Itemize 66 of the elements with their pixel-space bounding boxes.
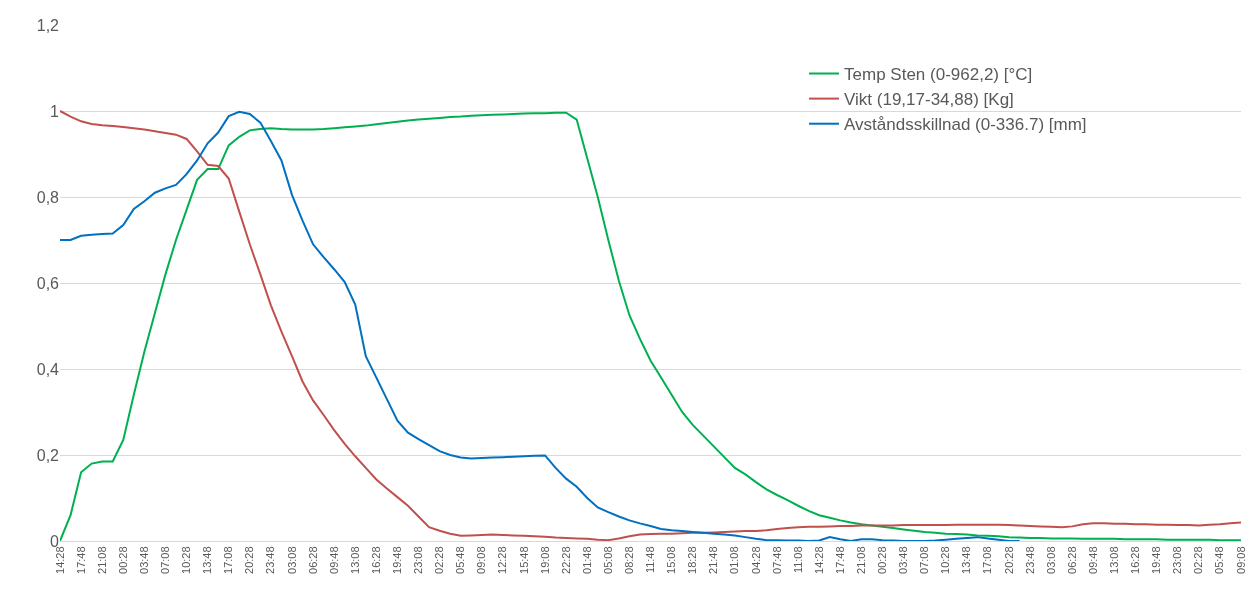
legend-label: Avståndsskillnad (0-336.7) [mm] bbox=[844, 115, 1087, 135]
x-tick-label: 09:08 bbox=[475, 546, 488, 574]
x-tick-label: 08:28 bbox=[622, 546, 635, 574]
x-tick-label: 16:28 bbox=[369, 546, 382, 574]
x-tick-label: 19:48 bbox=[1150, 546, 1163, 574]
x-tick-label: 19:08 bbox=[538, 546, 551, 574]
x-tick-label: 13:08 bbox=[348, 546, 361, 574]
x-tick-label: 03:08 bbox=[1044, 546, 1057, 574]
x-tick-label: 07:08 bbox=[159, 546, 172, 574]
x-tick-label: 13:48 bbox=[201, 546, 214, 574]
x-tick-label: 00:28 bbox=[116, 546, 129, 574]
x-tick-label: 19:48 bbox=[391, 546, 404, 574]
legend-label: Vikt (19,17-34,88) [Kg] bbox=[844, 90, 1014, 110]
x-tick-label: 07:48 bbox=[770, 546, 783, 574]
x-tick-label: 21:48 bbox=[707, 546, 720, 574]
x-tick-label: 14:28 bbox=[812, 546, 825, 574]
x-tick-label: 21:08 bbox=[854, 546, 867, 574]
x-tick-label: 23:48 bbox=[1023, 546, 1036, 574]
x-tick-label: 21:08 bbox=[95, 546, 108, 574]
x-tick-label: 09:08 bbox=[1234, 546, 1247, 574]
x-tick-label: 06:28 bbox=[306, 546, 319, 574]
x-tick-label: 17:08 bbox=[981, 546, 994, 574]
x-tick-label: 16:28 bbox=[1129, 546, 1142, 574]
x-tick-label: 09:48 bbox=[327, 546, 340, 574]
x-tick-label: 01:08 bbox=[728, 546, 741, 574]
x-tick-label: 15:08 bbox=[665, 546, 678, 574]
x-tick-label: 05:48 bbox=[1213, 546, 1226, 574]
y-tick-label: 1 bbox=[50, 102, 60, 120]
x-tick-label: 17:08 bbox=[222, 546, 235, 574]
x-tick-label: 13:48 bbox=[960, 546, 973, 574]
x-tick-label: 04:28 bbox=[749, 546, 762, 574]
x-tick-label: 20:28 bbox=[1002, 546, 1015, 574]
x-tick-label: 07:08 bbox=[918, 546, 931, 574]
y-tick-label: 0,8 bbox=[36, 188, 60, 206]
x-tick-label: 11:08 bbox=[791, 546, 804, 574]
legend-label: Temp Sten (0-962,2) [°C] bbox=[844, 65, 1033, 85]
x-tick-label: 22:28 bbox=[559, 546, 572, 574]
x-tick-label: 17:48 bbox=[833, 546, 846, 574]
x-tick-label: 20:28 bbox=[243, 546, 256, 574]
x-tick-label: 02:28 bbox=[1192, 546, 1205, 574]
x-tick-label: 13:08 bbox=[1108, 546, 1121, 574]
x-tick-label: 00:28 bbox=[876, 546, 889, 574]
x-tick-label: 03:48 bbox=[137, 546, 150, 574]
x-tick-label: 10:28 bbox=[939, 546, 952, 574]
y-tick-label: 1,2 bbox=[36, 16, 60, 34]
x-tick-label: 15:48 bbox=[517, 546, 530, 574]
x-tick-label: 23:48 bbox=[264, 546, 277, 574]
x-tick-label: 06:28 bbox=[1065, 546, 1078, 574]
x-tick-label: 11:48 bbox=[644, 546, 657, 574]
x-tick-label: 23:08 bbox=[1171, 546, 1184, 574]
x-tick-label: 10:28 bbox=[180, 546, 193, 574]
y-tick-label: 0,2 bbox=[36, 446, 60, 464]
x-tick-label: 17:48 bbox=[74, 546, 87, 574]
x-tick-label: 18:28 bbox=[686, 546, 699, 574]
x-tick-label: 09:48 bbox=[1086, 546, 1099, 574]
x-tick-label: 03:08 bbox=[285, 546, 298, 574]
x-tick-label: 03:48 bbox=[897, 546, 910, 574]
x-tick-label: 12:28 bbox=[496, 546, 509, 574]
y-tick-label: 0,6 bbox=[36, 274, 60, 292]
x-tick-label: 23:08 bbox=[412, 546, 425, 574]
x-tick-label: 14:28 bbox=[53, 546, 66, 574]
x-tick-label: 01:48 bbox=[580, 546, 593, 574]
y-tick-label: 0,4 bbox=[36, 360, 60, 378]
x-tick-label: 05:48 bbox=[454, 546, 467, 574]
x-tick-label: 05:08 bbox=[601, 546, 614, 574]
x-tick-label: 02:28 bbox=[433, 546, 446, 574]
